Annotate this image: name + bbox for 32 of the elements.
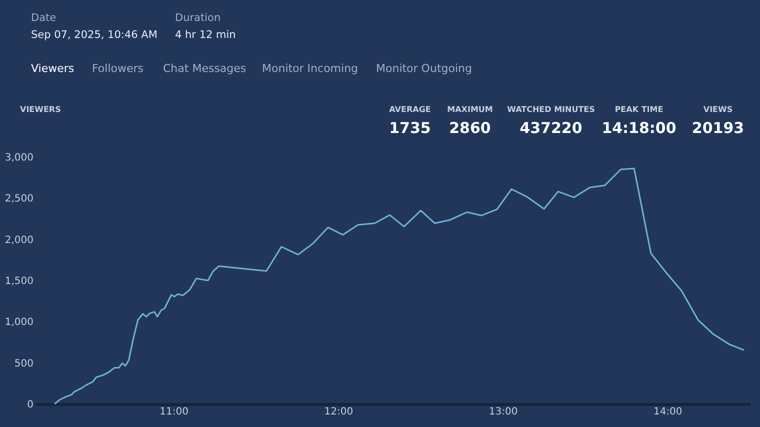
text: 2860 [449,119,491,137]
x-tick-label: 14:00 [653,406,682,418]
text: Monitor Outgoing [376,62,472,75]
x-tick-label: 12:00 [324,406,354,418]
y-tick-label: 1,000 [4,317,34,328]
text: Chat Messages [163,62,246,75]
text: Monitor Incoming [262,62,358,75]
y-tick-label: 2,500 [4,194,34,205]
y-tick-label: 0 [27,400,34,410]
text: Followers [92,62,144,75]
y-tick-label: 3,000 [4,152,34,164]
x-tick-label: 13:00 [488,406,518,418]
y-tick-label: 500 [14,358,34,370]
text: Date [31,12,56,24]
text: MAXIMUM [447,105,493,114]
text: Sep 07, 2025, 10:46 AM [31,29,158,41]
text: 14:18:00 [602,119,676,137]
text: 437220 [520,119,582,137]
text: AVERAGE [389,105,431,114]
text: WATCHED MINUTES [507,105,596,114]
text: 20193 [692,119,744,137]
text: 4 hr 12 min [175,29,236,41]
text: Viewers [31,62,74,75]
text: PEAK TIME [614,105,664,114]
line-series [54,168,745,405]
x-tick-label: 11:00 [160,406,189,418]
chart-title: VIEWERS [20,105,62,114]
text: VIEWS [703,105,733,114]
y-tick-label: 2,000 [4,234,34,246]
text: Duration [175,12,221,24]
text: 1735 [389,119,431,137]
y-tick-label: 1,500 [4,276,34,287]
